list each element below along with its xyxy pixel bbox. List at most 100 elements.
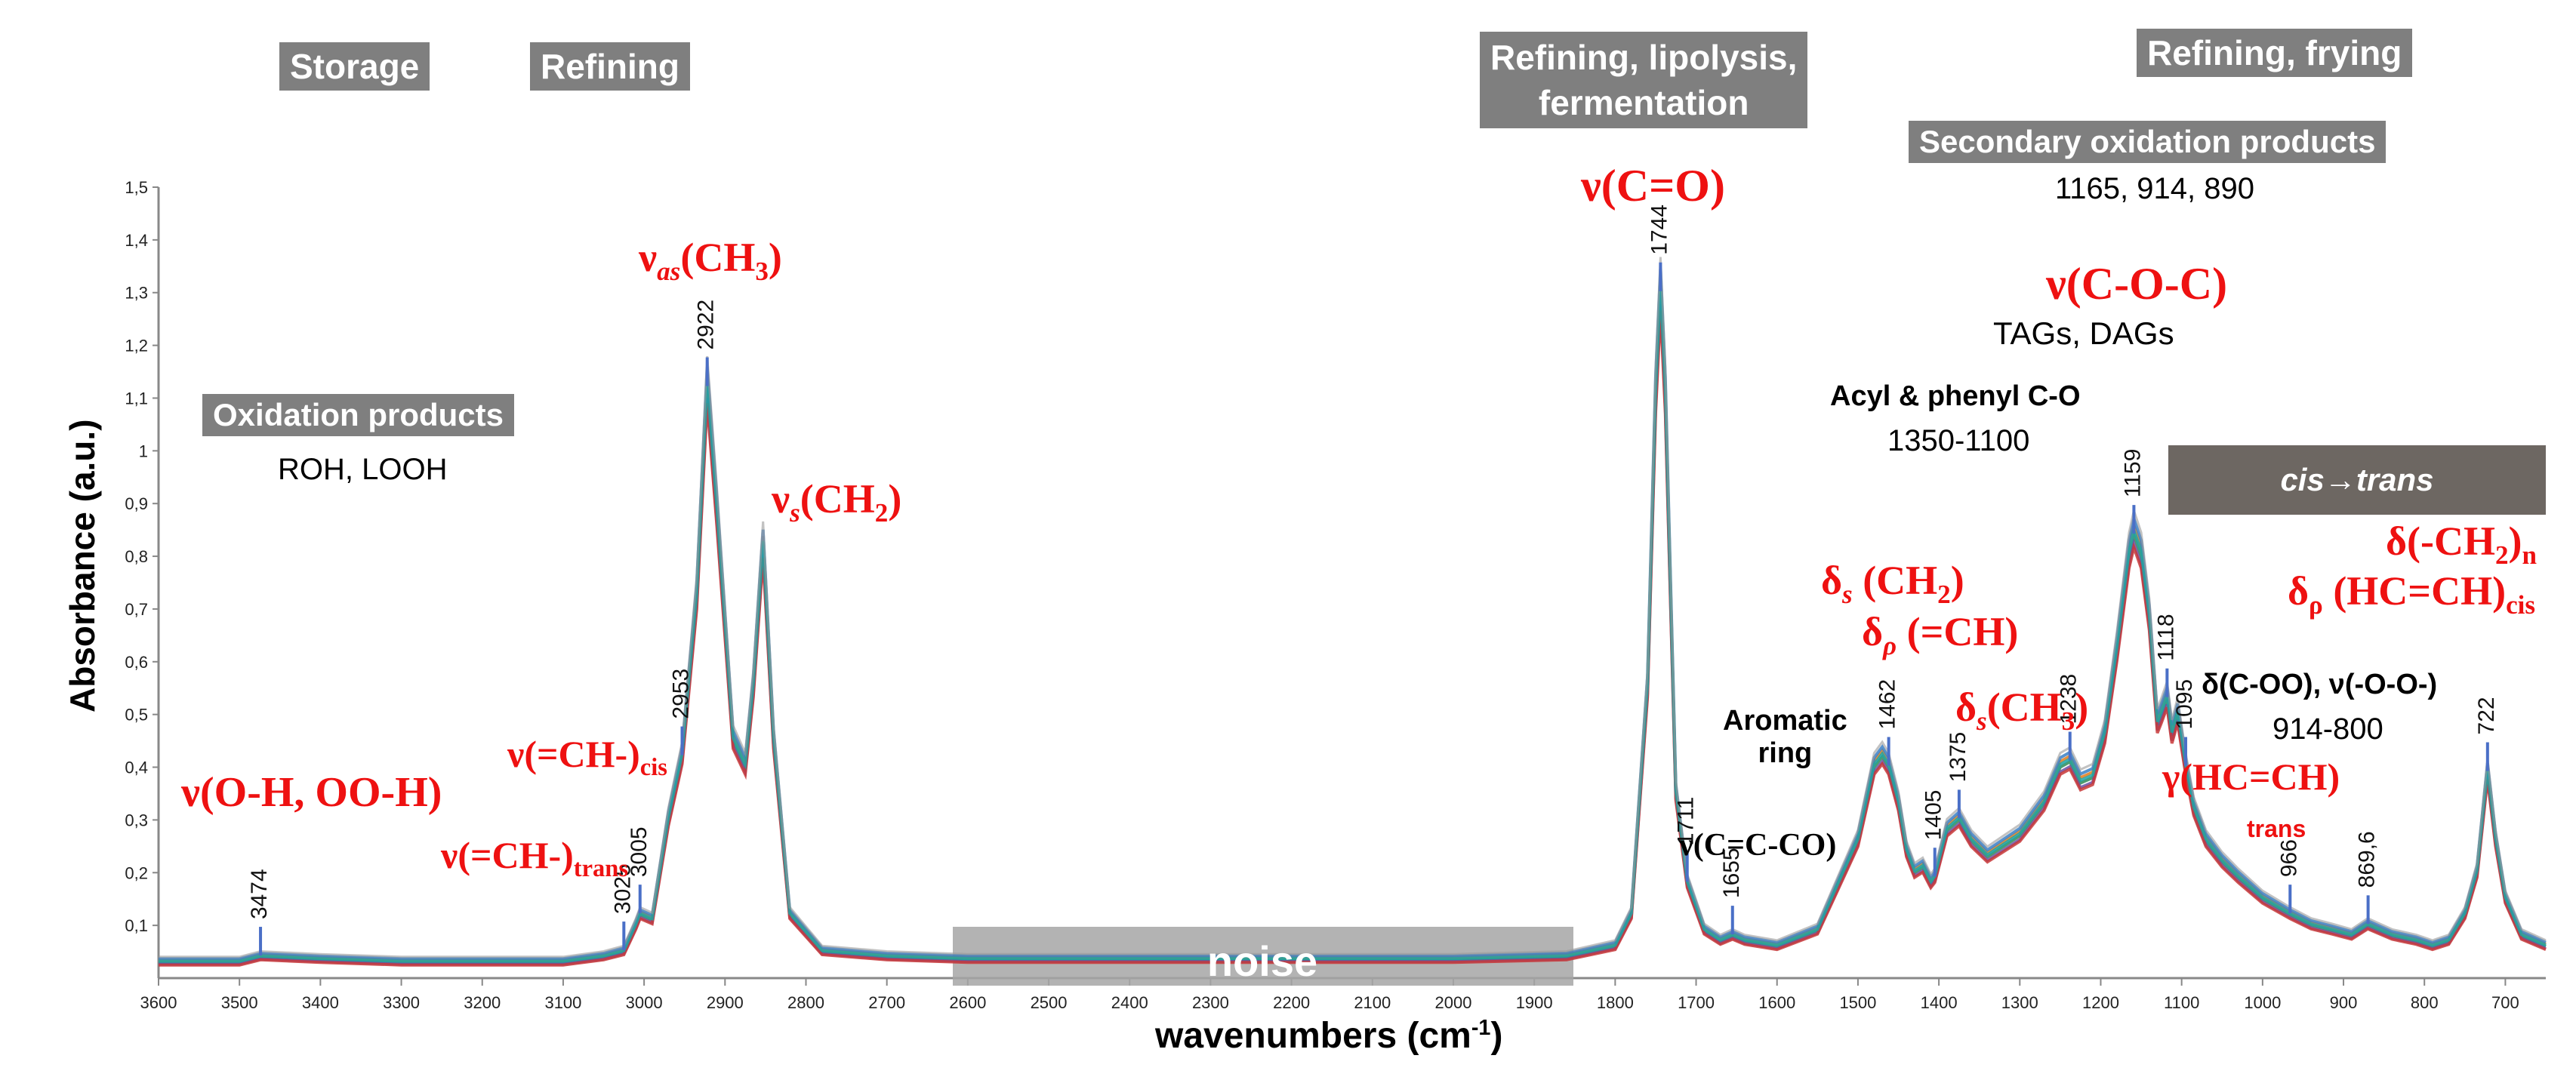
y-tick-label: 1,5 (125, 178, 148, 197)
peak-label: 3025 (610, 863, 635, 914)
x-tick-label: 3600 (140, 993, 177, 1012)
assignment-nu-oh: ν(O-H, OO-H) (181, 769, 442, 816)
peak-label: 1655 (1719, 848, 1744, 898)
y-tick-label: 1,2 (125, 337, 148, 355)
x-tick-label: 2000 (1435, 993, 1472, 1012)
delta-range-label: 914-800 (2272, 712, 2383, 746)
x-tick-label: 2600 (949, 993, 986, 1012)
spectrum-line (159, 285, 2547, 963)
aromatic-line1: Aromatic (1723, 705, 1847, 737)
banner-storage: Storage (279, 42, 430, 91)
x-tick-label: 1900 (1516, 993, 1553, 1012)
cis-trans-bar: cis→trans (2168, 445, 2546, 515)
aromatic-line2: ring (1758, 737, 1813, 769)
banner-refining-lipolysis-line1: Refining, lipolysis, (1490, 38, 1798, 77)
x-tick-label: 1200 (2082, 993, 2119, 1012)
assignment-gamma-hcch: γ(HC=CH) (2162, 755, 2340, 798)
peak-label: 1159 (2120, 449, 2145, 498)
assignment-delta-rho-ch: δρ (=CH) (1862, 609, 2019, 660)
banner-refining: Refining (530, 42, 690, 91)
x-tick-label: 3500 (221, 993, 258, 1012)
x-tick-label: 2800 (787, 993, 824, 1012)
delta-coo-label: δ(C-OO), ν(-O-O-) (2202, 669, 2438, 700)
y-tick-label: 1 (139, 442, 148, 460)
y-tick-label: 0,6 (125, 653, 148, 672)
x-tick-label: 3200 (464, 993, 501, 1012)
x-tick-label: 1000 (2244, 993, 2281, 1012)
x-tick-label: 1400 (1921, 993, 1958, 1012)
peak-label: 1711 (1674, 797, 1699, 846)
acyl-phenyl-label: Acyl & phenyl C-O (1830, 380, 2081, 412)
assignment-nu-co: ν(C=O) (1581, 161, 1725, 211)
x-tick-label: 900 (2330, 993, 2358, 1012)
y-tick-label: 0,2 (125, 863, 148, 882)
chart-axes: 3600 3500 3400 3300 3200 3100 3000 2900 2800 2700… (125, 178, 2546, 1012)
x-tick-label: 3000 (626, 993, 663, 1012)
y-tick-label: 0,8 (125, 547, 148, 566)
x-tick-label: 2400 (1111, 993, 1148, 1012)
peak-label: 2953 (668, 669, 693, 719)
noise-label: noise (1207, 937, 1317, 985)
banner-secondary-oxidation: Secondary oxidation products (1909, 121, 2386, 163)
x-tick-label: 2300 (1192, 993, 1229, 1012)
peak-label: 966 (2276, 839, 2301, 877)
x-tick-label: 2100 (1354, 993, 1391, 1012)
x-tick-label: 2700 (868, 993, 905, 1012)
x-tick-label: 3300 (383, 993, 420, 1012)
spectrum-line (159, 257, 2547, 958)
banner-refining-lipolysis-line2: fermentation (1538, 83, 1749, 122)
banner-refining-lipolysis: Refining, lipolysis, fermentation (1480, 32, 1808, 128)
x-tick-label: 2900 (707, 993, 744, 1012)
nu-ccco-label: ν(C=C-CO) (1679, 828, 1837, 863)
peak-label: 1118 (2153, 614, 2178, 660)
cis-trans-label: cis→trans (2280, 462, 2434, 497)
peak-label: 1375 (1946, 732, 1971, 783)
assignment-delta-ch2-n: δ(-CH2)n (2386, 518, 2537, 570)
secondary-oxidation-values: 1165, 914, 890 (2055, 172, 2254, 205)
x-tick-label: 1600 (1758, 993, 1795, 1012)
peak-label: 3005 (627, 826, 652, 877)
peak-label: 1238 (2057, 674, 2081, 725)
x-tick-label: 2500 (1031, 993, 1068, 1012)
peak-label: 1744 (1647, 205, 1672, 255)
y-tick-label: 0,1 (125, 916, 148, 935)
x-tick-label: 3400 (302, 993, 339, 1012)
peak-label: 722 (2474, 697, 2499, 734)
peak-label: 1462 (1875, 679, 1900, 730)
assignment-nu-ch-trans: ν(=CH-)trans (441, 834, 629, 882)
y-tick-label: 1,1 (125, 389, 148, 408)
x-tick-label: 1300 (2001, 993, 2038, 1012)
y-tick-label: 1,4 (125, 231, 148, 250)
banner-refining-frying: Refining, frying (2137, 29, 2413, 77)
x-tick-label: 1100 (2164, 993, 2199, 1012)
peak-label: 1405 (1921, 790, 1946, 841)
assignment-delta-s-ch2: δs (CH2) (1821, 558, 1964, 609)
assignment-nu-as-ch3: νas(CH3) (639, 235, 782, 286)
acyl-range-label: 1350-1100 (1887, 424, 2030, 457)
y-tick-label: 0,7 (125, 600, 148, 619)
banner-oxidation-products: Oxidation products (202, 394, 515, 436)
y-tick-label: 0,4 (125, 758, 148, 777)
assignment-delta-s-ch3: δs(CH3) (1955, 685, 2089, 736)
y-tick-label: 0,3 (125, 811, 148, 829)
y-axis-title: Absorbance (a.u.) (63, 419, 102, 712)
y-tick-label: 1,3 (125, 284, 148, 303)
x-tick-label: 3100 (544, 993, 581, 1012)
peak-label: 3474 (247, 869, 272, 919)
chart-series (159, 257, 2547, 967)
peak-label: 2922 (694, 300, 719, 350)
x-tick-label: 1800 (1597, 993, 1634, 1012)
assignment-nu-ch-cis: ν(=CH-)cis (507, 733, 667, 781)
assignment-delta-rho-hcch: δρ (HC=CH)cis (2288, 568, 2536, 620)
peak-label: 869,6 (2355, 831, 2380, 888)
aromatic-ring-label: Aromatic ring (1723, 705, 1847, 770)
tags-dags-label: TAGs, DAGs (1993, 315, 2174, 351)
peak-label: 1095 (2172, 679, 2197, 730)
y-tick-label: 0,5 (125, 706, 148, 725)
y-tick-label: 0,9 (125, 494, 148, 513)
x-tick-label: 1500 (1839, 993, 1876, 1012)
x-tick-label: 800 (2411, 993, 2439, 1012)
assignment-nu-s-ch2: νs(CH2) (772, 476, 902, 528)
